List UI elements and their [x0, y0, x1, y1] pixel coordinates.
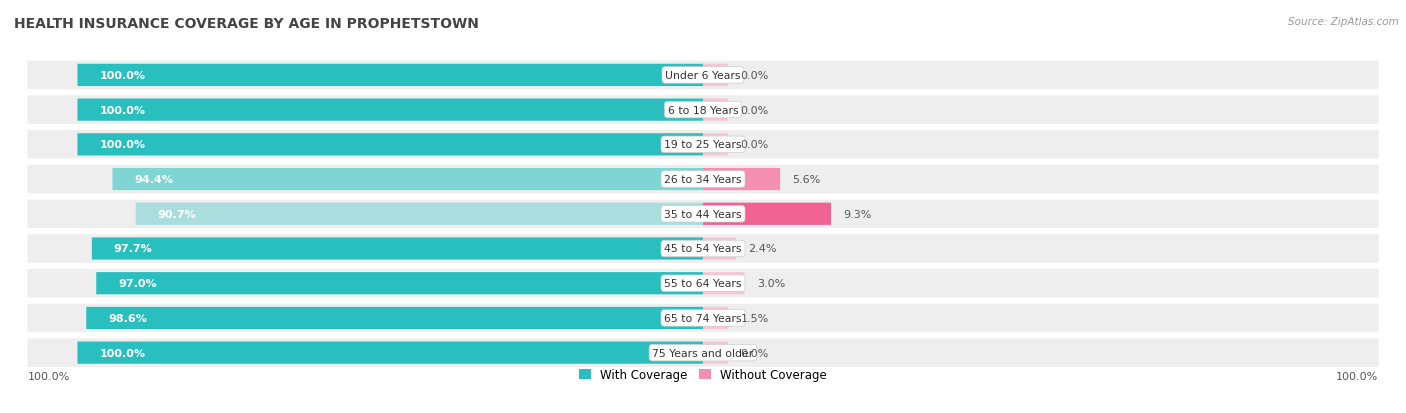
- FancyBboxPatch shape: [703, 307, 728, 329]
- Text: 97.0%: 97.0%: [118, 278, 157, 289]
- FancyBboxPatch shape: [703, 64, 728, 87]
- Text: 100.0%: 100.0%: [100, 348, 145, 358]
- Text: Under 6 Years: Under 6 Years: [665, 71, 741, 81]
- Text: 55 to 64 Years: 55 to 64 Years: [664, 278, 742, 289]
- Text: 19 to 25 Years: 19 to 25 Years: [664, 140, 742, 150]
- Text: 45 to 54 Years: 45 to 54 Years: [664, 244, 742, 254]
- FancyBboxPatch shape: [27, 96, 1379, 125]
- Text: 0.0%: 0.0%: [741, 105, 769, 115]
- Text: 75 Years and older: 75 Years and older: [652, 348, 754, 358]
- FancyBboxPatch shape: [96, 273, 703, 294]
- FancyBboxPatch shape: [27, 166, 1379, 194]
- FancyBboxPatch shape: [703, 169, 780, 191]
- FancyBboxPatch shape: [703, 273, 744, 294]
- FancyBboxPatch shape: [703, 134, 728, 156]
- FancyBboxPatch shape: [77, 342, 703, 364]
- Text: 2.4%: 2.4%: [748, 244, 778, 254]
- FancyBboxPatch shape: [77, 134, 703, 156]
- Text: Source: ZipAtlas.com: Source: ZipAtlas.com: [1288, 17, 1399, 26]
- Text: 26 to 34 Years: 26 to 34 Years: [664, 175, 742, 185]
- Text: 65 to 74 Years: 65 to 74 Years: [664, 313, 742, 323]
- Text: HEALTH INSURANCE COVERAGE BY AGE IN PROPHETSTOWN: HEALTH INSURANCE COVERAGE BY AGE IN PROP…: [14, 17, 479, 31]
- FancyBboxPatch shape: [703, 99, 728, 121]
- Text: 3.0%: 3.0%: [756, 278, 785, 289]
- FancyBboxPatch shape: [135, 203, 703, 225]
- Text: 98.6%: 98.6%: [108, 313, 148, 323]
- FancyBboxPatch shape: [27, 62, 1379, 90]
- Text: 100.0%: 100.0%: [100, 140, 145, 150]
- FancyBboxPatch shape: [77, 99, 703, 121]
- Text: 6 to 18 Years: 6 to 18 Years: [668, 105, 738, 115]
- FancyBboxPatch shape: [112, 169, 703, 191]
- FancyBboxPatch shape: [77, 64, 703, 87]
- Text: 1.5%: 1.5%: [741, 313, 769, 323]
- Text: 94.4%: 94.4%: [135, 175, 173, 185]
- Text: 5.6%: 5.6%: [793, 175, 821, 185]
- Legend: With Coverage, Without Coverage: With Coverage, Without Coverage: [579, 368, 827, 381]
- FancyBboxPatch shape: [703, 342, 728, 364]
- Text: 97.7%: 97.7%: [114, 244, 153, 254]
- Text: 0.0%: 0.0%: [741, 71, 769, 81]
- Text: 100.0%: 100.0%: [100, 105, 145, 115]
- Text: 0.0%: 0.0%: [741, 140, 769, 150]
- Text: 100.0%: 100.0%: [100, 71, 145, 81]
- FancyBboxPatch shape: [91, 238, 703, 260]
- FancyBboxPatch shape: [27, 304, 1379, 332]
- FancyBboxPatch shape: [27, 131, 1379, 159]
- Text: 100.0%: 100.0%: [28, 371, 70, 381]
- Text: 35 to 44 Years: 35 to 44 Years: [664, 209, 742, 219]
- FancyBboxPatch shape: [27, 235, 1379, 263]
- Text: 9.3%: 9.3%: [844, 209, 872, 219]
- FancyBboxPatch shape: [703, 203, 831, 225]
- Text: 0.0%: 0.0%: [741, 348, 769, 358]
- FancyBboxPatch shape: [703, 238, 737, 260]
- Text: 90.7%: 90.7%: [157, 209, 197, 219]
- FancyBboxPatch shape: [27, 269, 1379, 298]
- FancyBboxPatch shape: [86, 307, 703, 329]
- FancyBboxPatch shape: [27, 200, 1379, 228]
- Text: 100.0%: 100.0%: [1336, 371, 1378, 381]
- FancyBboxPatch shape: [27, 339, 1379, 367]
